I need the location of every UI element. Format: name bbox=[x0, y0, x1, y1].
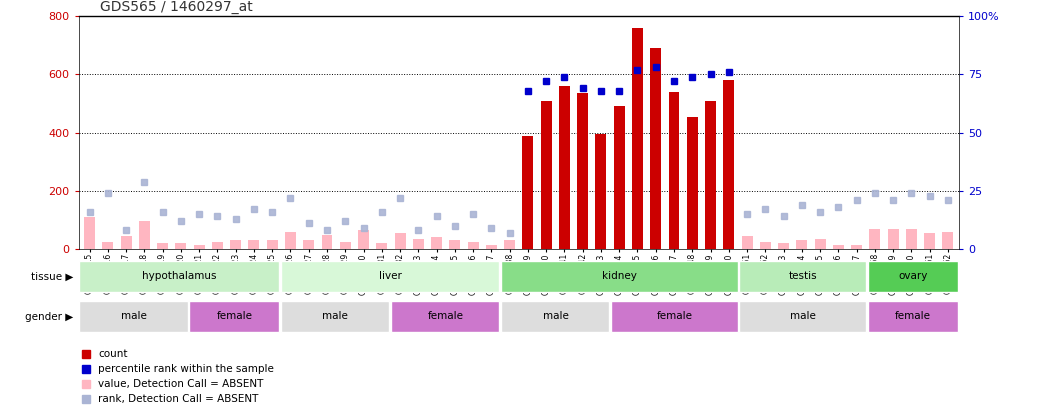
Bar bbox=[467, 242, 479, 249]
Bar bbox=[175, 243, 187, 249]
Text: testis: testis bbox=[789, 271, 817, 281]
Bar bbox=[833, 245, 844, 249]
Bar bbox=[686, 117, 698, 249]
Bar bbox=[723, 80, 735, 249]
Bar bbox=[79, 261, 279, 292]
Bar bbox=[541, 100, 551, 249]
Bar bbox=[281, 301, 389, 333]
Bar bbox=[121, 236, 132, 249]
Text: GDS565 / 1460297_at: GDS565 / 1460297_at bbox=[100, 0, 253, 14]
Text: male: male bbox=[543, 311, 568, 321]
Bar bbox=[632, 28, 643, 249]
Bar bbox=[870, 229, 880, 249]
Bar bbox=[322, 234, 332, 249]
Bar bbox=[504, 240, 516, 249]
Bar bbox=[139, 222, 150, 249]
Bar bbox=[501, 301, 609, 333]
Bar bbox=[212, 242, 223, 249]
Bar bbox=[868, 261, 958, 292]
Text: male: male bbox=[121, 311, 147, 321]
Text: count: count bbox=[97, 349, 128, 358]
Bar bbox=[486, 245, 497, 249]
Bar bbox=[340, 242, 351, 249]
Bar bbox=[595, 134, 607, 249]
Bar bbox=[577, 93, 588, 249]
Text: gender ▶: gender ▶ bbox=[25, 312, 73, 322]
Text: value, Detection Call = ABSENT: value, Detection Call = ABSENT bbox=[97, 379, 263, 389]
Bar bbox=[248, 240, 260, 249]
Bar bbox=[285, 232, 296, 249]
Bar bbox=[391, 301, 499, 333]
Text: female: female bbox=[657, 311, 693, 321]
Bar bbox=[778, 243, 789, 249]
Bar bbox=[868, 301, 958, 333]
Bar bbox=[905, 229, 917, 249]
Bar bbox=[739, 261, 866, 292]
Bar bbox=[376, 243, 388, 249]
Bar bbox=[739, 301, 866, 333]
Bar bbox=[522, 136, 533, 249]
Bar bbox=[84, 217, 95, 249]
Bar bbox=[358, 230, 369, 249]
Bar bbox=[431, 237, 442, 249]
Text: male: male bbox=[323, 311, 348, 321]
Bar bbox=[501, 261, 738, 292]
Bar bbox=[942, 232, 954, 249]
Bar bbox=[924, 233, 935, 249]
Text: hypothalamus: hypothalamus bbox=[143, 271, 217, 281]
Text: female: female bbox=[217, 311, 253, 321]
Text: kidney: kidney bbox=[603, 271, 637, 281]
Text: percentile rank within the sample: percentile rank within the sample bbox=[97, 364, 274, 373]
Text: female: female bbox=[895, 311, 931, 321]
Bar bbox=[559, 86, 570, 249]
Bar bbox=[303, 240, 314, 249]
Bar bbox=[742, 236, 752, 249]
Bar bbox=[851, 245, 863, 249]
Text: female: female bbox=[428, 311, 463, 321]
Bar bbox=[281, 261, 499, 292]
Bar bbox=[394, 233, 406, 249]
Text: rank, Detection Call = ABSENT: rank, Detection Call = ABSENT bbox=[97, 394, 259, 404]
Text: ovary: ovary bbox=[898, 271, 927, 281]
Text: tissue ▶: tissue ▶ bbox=[31, 271, 73, 281]
Bar bbox=[888, 229, 898, 249]
Bar bbox=[611, 301, 738, 333]
Bar bbox=[231, 240, 241, 249]
Bar bbox=[614, 107, 625, 249]
Bar bbox=[669, 92, 679, 249]
Text: male: male bbox=[790, 311, 816, 321]
Bar bbox=[194, 245, 204, 249]
Bar bbox=[267, 240, 278, 249]
Bar bbox=[650, 48, 661, 249]
Bar bbox=[796, 240, 807, 249]
Bar bbox=[79, 301, 188, 333]
Text: liver: liver bbox=[379, 271, 401, 281]
Bar bbox=[705, 100, 716, 249]
Bar bbox=[450, 240, 460, 249]
Bar bbox=[189, 301, 279, 333]
Bar bbox=[814, 239, 826, 249]
Bar bbox=[103, 242, 113, 249]
Bar bbox=[157, 243, 168, 249]
Bar bbox=[760, 242, 770, 249]
Bar bbox=[413, 239, 423, 249]
